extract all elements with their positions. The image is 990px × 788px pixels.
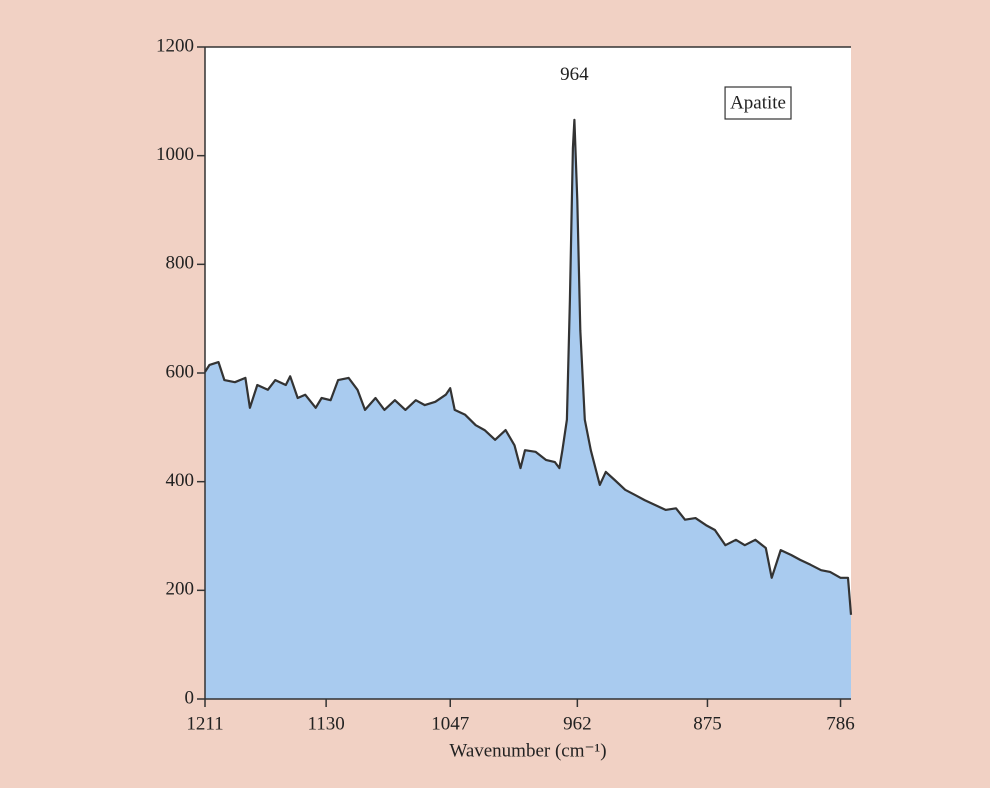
y-tick-label: 1200 xyxy=(156,35,194,56)
y-tick-label: 800 xyxy=(166,253,195,274)
x-tick-label: 1211 xyxy=(186,713,223,734)
peak-label: 964 xyxy=(560,64,589,85)
x-tick-label: 962 xyxy=(563,713,592,734)
y-tick-label: 0 xyxy=(185,687,195,708)
x-axis-label: Wavenumber (cm⁻¹) xyxy=(449,740,606,761)
x-tick-label: 875 xyxy=(693,713,722,734)
y-tick-label: 400 xyxy=(166,470,195,491)
y-tick-label: 600 xyxy=(166,361,195,382)
legend-label: Apatite xyxy=(730,92,786,113)
y-tick-label: 1000 xyxy=(156,144,194,165)
y-tick-label: 200 xyxy=(166,579,195,600)
area xyxy=(205,119,851,700)
x-tick-label: 786 xyxy=(826,713,855,734)
x-tick-label: 1130 xyxy=(307,713,344,734)
x-tick-label: 1047 xyxy=(431,713,469,734)
legend-box xyxy=(724,86,792,120)
line xyxy=(204,118,853,615)
